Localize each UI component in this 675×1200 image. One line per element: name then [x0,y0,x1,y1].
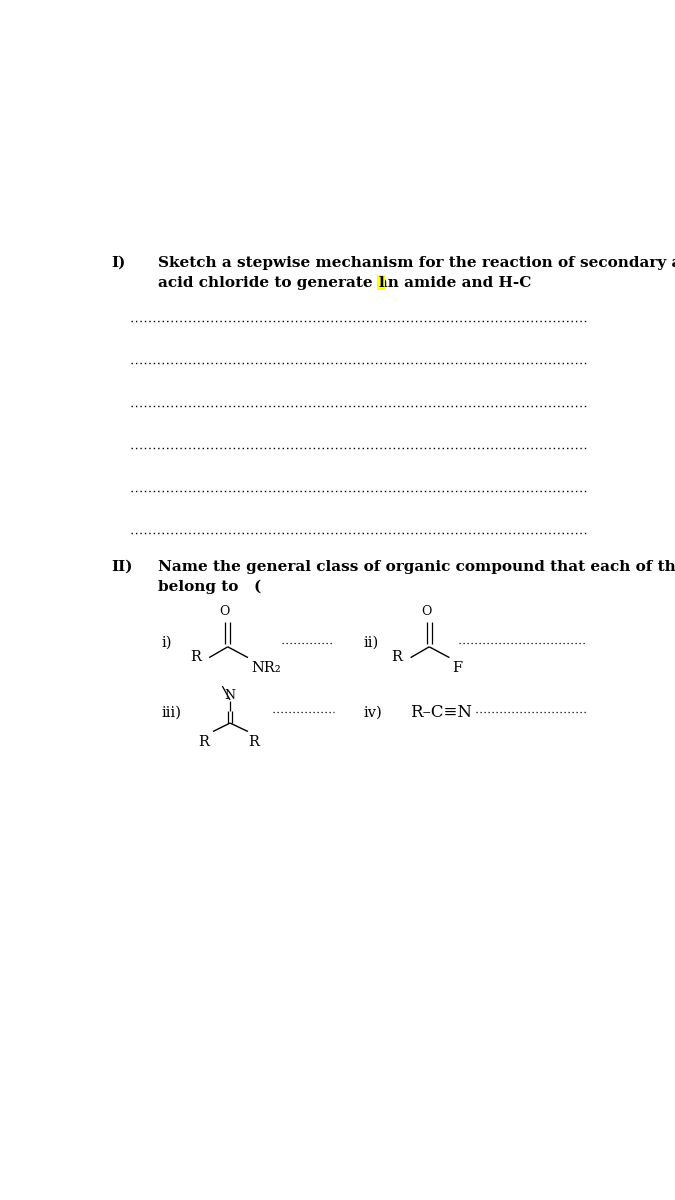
Text: R: R [198,736,209,749]
Text: ii): ii) [363,636,379,650]
Text: R–C≡N: R–C≡N [410,703,472,721]
Text: belong to   (: belong to ( [158,580,261,594]
Text: N: N [225,689,236,702]
Text: O: O [219,605,230,618]
Text: R: R [190,650,200,664]
Text: NR₂: NR₂ [251,661,281,674]
Text: Name the general class of organic compound that each of these molecules: Name the general class of organic compou… [158,559,675,574]
Text: i): i) [162,636,172,650]
Text: R: R [248,736,259,749]
Text: iv): iv) [363,706,382,719]
Text: acid chloride to generate an amide and H-C: acid chloride to generate an amide and H… [158,276,531,289]
Text: O: O [421,605,431,618]
Text: iii): iii) [162,706,182,719]
Text: R: R [392,650,402,664]
Text: Sketch a stepwise mechanism for the reaction of secondary amine with an: Sketch a stepwise mechanism for the reac… [158,256,675,270]
Text: I): I) [111,256,126,270]
Text: II): II) [111,559,133,574]
Text: l: l [378,276,384,289]
Text: F: F [452,661,462,674]
